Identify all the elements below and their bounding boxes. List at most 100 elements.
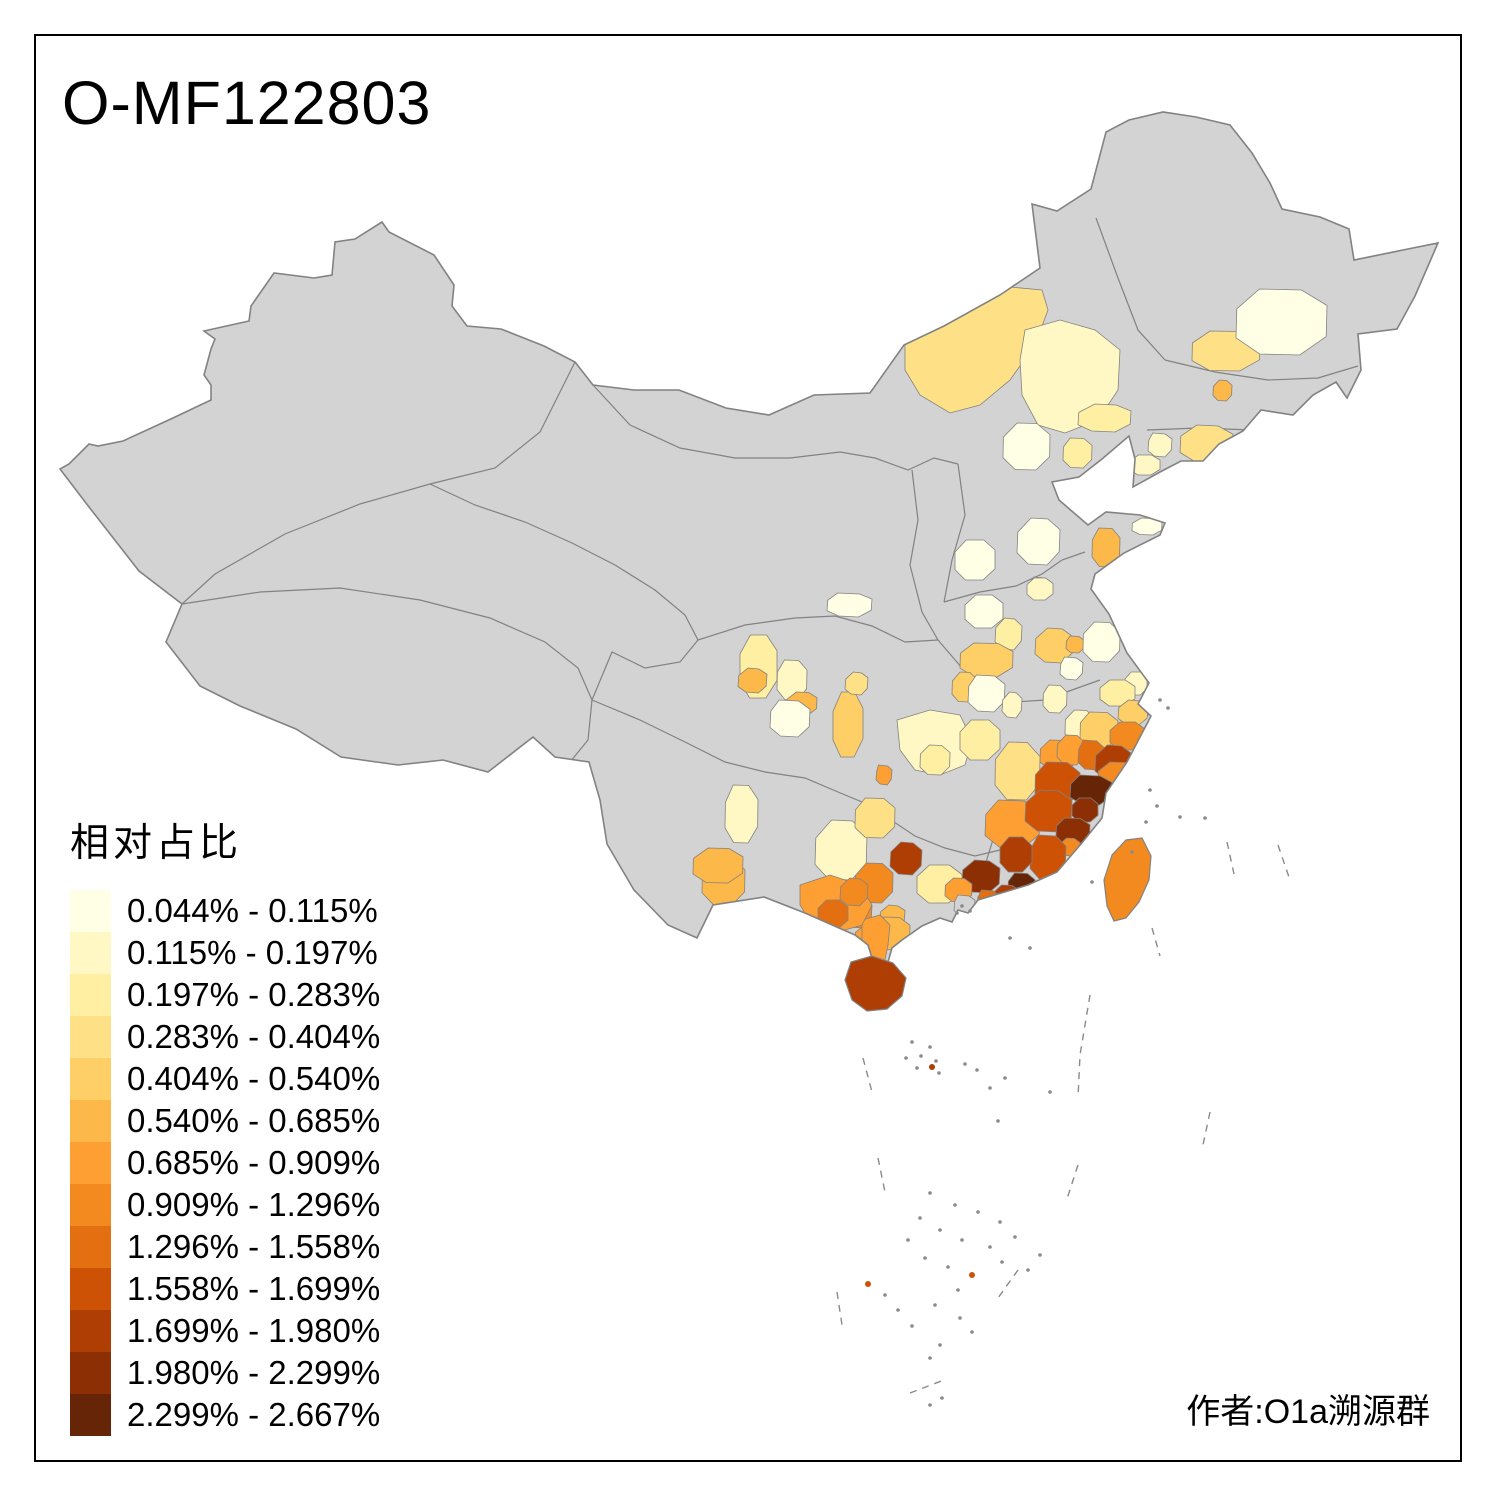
island-dot <box>1026 1268 1030 1272</box>
legend-item: 1.980% - 2.299% <box>70 1352 380 1394</box>
island-dot <box>1028 946 1032 950</box>
colored-island-dot <box>929 1064 935 1070</box>
island-dot <box>938 1343 942 1347</box>
map-region <box>1017 887 1041 909</box>
hainan-island <box>844 955 907 1012</box>
island-dot <box>938 1228 942 1232</box>
province-border <box>697 615 939 643</box>
map-region <box>1082 621 1121 663</box>
island-dot <box>955 911 959 915</box>
map-region <box>1001 691 1023 719</box>
island-dot <box>963 1062 967 1066</box>
legend-label: 1.980% - 2.299% <box>127 1354 381 1391</box>
map-region <box>1077 403 1132 433</box>
map-region <box>964 594 1004 629</box>
island-dot <box>976 1210 980 1214</box>
island-dot <box>1048 1090 1052 1094</box>
map-region <box>826 592 873 618</box>
legend-swatch <box>70 932 111 974</box>
map-region <box>959 642 1014 678</box>
island-dot <box>910 1040 914 1044</box>
island-dot <box>1003 1076 1007 1080</box>
sea-dash-line <box>909 1379 945 1394</box>
legend-label: 0.115% - 0.197% <box>127 934 378 971</box>
island-dot <box>896 1308 900 1312</box>
map-region <box>1059 656 1084 681</box>
map-region <box>1235 288 1328 356</box>
island-dot <box>1038 1253 1042 1257</box>
island-dot <box>1158 698 1162 702</box>
map-region <box>817 899 849 929</box>
province-border <box>1095 217 1166 361</box>
map-region <box>994 741 1041 801</box>
legend-item: 0.540% - 0.685% <box>70 1100 380 1142</box>
province-border <box>591 639 699 701</box>
island-dot <box>919 1054 923 1058</box>
island-dot <box>960 904 964 908</box>
island-dot <box>928 1403 932 1407</box>
island-dot <box>1008 936 1012 940</box>
legend-label: 1.296% - 1.558% <box>127 1228 381 1265</box>
legend-label: 1.558% - 1.699% <box>127 1270 381 1307</box>
island-dot <box>1203 816 1207 820</box>
colored-island-dot <box>865 1281 871 1287</box>
map-region <box>1029 834 1067 881</box>
map-region <box>1026 577 1054 601</box>
legend-title: 相对占比 <box>70 822 243 865</box>
island-dot <box>1148 788 1152 792</box>
legend-swatch <box>70 1142 111 1184</box>
island-dot <box>928 1045 932 1049</box>
province-border <box>943 463 966 603</box>
island-dot <box>998 1220 1002 1224</box>
legend-label: 0.909% - 1.296% <box>127 1186 381 1223</box>
island-dot <box>928 1191 932 1195</box>
province-border <box>429 483 699 641</box>
legend-item: 1.296% - 1.558% <box>70 1226 380 1268</box>
island-dot <box>1155 804 1159 808</box>
island-dot <box>906 1238 910 1242</box>
sea-dash-line <box>836 1291 843 1326</box>
map-region <box>844 671 869 696</box>
island-dot <box>946 1265 950 1269</box>
province-border <box>181 361 576 605</box>
legend-swatch <box>70 1310 111 1352</box>
island-dot <box>918 1216 922 1220</box>
island-dot <box>915 1066 919 1070</box>
island-dot <box>1166 706 1170 710</box>
legend-swatch <box>70 890 111 932</box>
sea-dash-line <box>1077 994 1091 1099</box>
province-border <box>181 587 593 763</box>
map-region <box>875 764 893 786</box>
legend-item: 0.404% - 0.540% <box>70 1058 380 1100</box>
legend-item: 0.909% - 1.296% <box>70 1184 380 1226</box>
map-region <box>832 691 864 758</box>
island-dot <box>937 1071 941 1075</box>
island-dot <box>958 1316 962 1320</box>
map-region <box>954 539 996 581</box>
map-region <box>889 841 923 876</box>
map-inner <box>181 217 1359 976</box>
legend-label: 0.404% - 0.540% <box>127 1060 381 1097</box>
legend-label: 0.197% - 0.283% <box>127 976 381 1013</box>
island-dot <box>953 1203 957 1207</box>
map-region <box>1091 527 1121 568</box>
map-region <box>896 709 973 776</box>
legend-swatch <box>70 974 111 1016</box>
sea-dash-line <box>1202 1111 1211 1146</box>
province-border <box>909 469 939 641</box>
island-dot <box>928 1356 932 1360</box>
island-dot <box>933 1303 937 1307</box>
map-region <box>1069 774 1113 806</box>
legend-swatch <box>70 1226 111 1268</box>
sea-dash-line <box>1065 1164 1079 1203</box>
taiwan-island <box>1103 837 1152 922</box>
legend-swatch <box>70 1184 111 1226</box>
legend-item: 0.197% - 0.283% <box>70 974 380 1016</box>
map-region <box>769 699 811 738</box>
legend-label: 0.685% - 0.909% <box>127 1144 381 1181</box>
map-region <box>994 617 1023 651</box>
island-dot <box>975 1068 979 1072</box>
legend-swatch <box>70 1268 111 1310</box>
map-region <box>1065 635 1085 654</box>
